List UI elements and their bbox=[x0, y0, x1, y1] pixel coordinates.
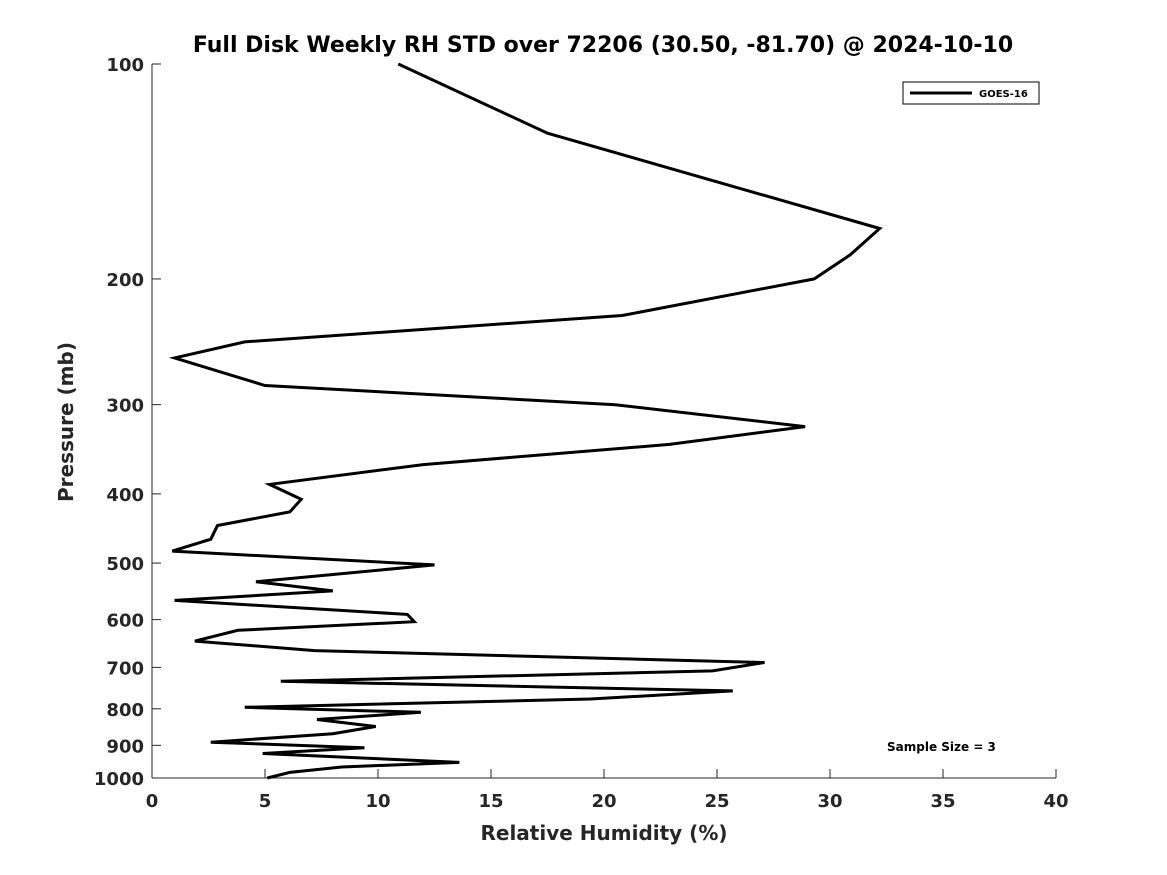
y-tick-label: 500 bbox=[106, 554, 144, 575]
x-tick-label: 0 bbox=[146, 791, 159, 812]
y-tick-label: 800 bbox=[106, 700, 144, 721]
series-layer bbox=[168, 62, 883, 780]
sample-size-annotation: Sample Size = 3 bbox=[887, 740, 996, 754]
y-tick-label: 1000 bbox=[94, 769, 144, 790]
legend: GOES-16 bbox=[902, 81, 1040, 105]
legend-label-goes-16: GOES-16 bbox=[979, 89, 1028, 100]
y-tick-label: 200 bbox=[106, 270, 144, 291]
x-tick-label: 25 bbox=[704, 791, 729, 812]
y-axis-label: Pressure (mb) bbox=[54, 342, 78, 502]
y-tick-label: 900 bbox=[106, 736, 144, 757]
series-line-goes-16 bbox=[168, 62, 883, 780]
x-tick-label: 20 bbox=[591, 791, 616, 812]
chart-title: Full Disk Weekly RH STD over 72206 (30.5… bbox=[193, 33, 1013, 58]
x-axis-label: Relative Humidity (%) bbox=[480, 821, 727, 845]
y-tick-label: 100 bbox=[106, 55, 144, 76]
x-tick-label: 35 bbox=[930, 791, 955, 812]
y-tick-label: 400 bbox=[106, 485, 144, 506]
x-tick-label: 10 bbox=[365, 791, 390, 812]
x-tick-label: 5 bbox=[259, 791, 272, 812]
x-tick-label: 40 bbox=[1043, 791, 1068, 812]
x-axis-ticks: 0 5 10 15 20 25 30 35 40 bbox=[146, 769, 1069, 812]
y-axis-ticks: 100 200 300 400 500 600 700 800 900 1000 bbox=[94, 55, 161, 790]
x-tick-label: 30 bbox=[817, 791, 842, 812]
plot-frame bbox=[151, 64, 1056, 779]
y-tick-label: 600 bbox=[106, 611, 144, 632]
y-tick-label: 300 bbox=[106, 396, 144, 417]
x-tick-label: 15 bbox=[478, 791, 503, 812]
y-tick-label: 700 bbox=[106, 658, 144, 679]
